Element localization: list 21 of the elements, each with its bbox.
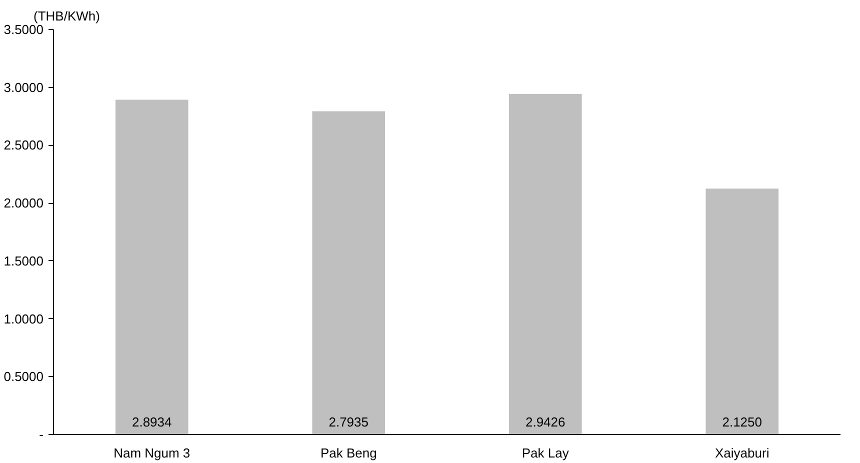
x-tick-label: Pak Beng <box>320 446 377 460</box>
bar <box>706 188 779 434</box>
data-label: 2.9426 <box>525 414 566 430</box>
data-label: 2.1250 <box>722 414 762 430</box>
y-tick-label: 1.0000 <box>4 311 44 326</box>
y-tick-label: 2.0000 <box>4 196 44 211</box>
x-tick-label: Pak Lay <box>522 446 570 460</box>
data-label: 2.8934 <box>132 414 172 430</box>
x-tick-label: Xaiyaburi <box>715 446 770 460</box>
y-tick-label: 3.0000 <box>4 80 44 95</box>
bar <box>312 111 386 434</box>
y-tick-label: 2.5000 <box>4 138 44 153</box>
y-tick-label: 0.5000 <box>4 369 44 384</box>
bar <box>508 94 582 434</box>
y-tick-label: 3.5000 <box>4 22 44 37</box>
bar <box>115 100 188 434</box>
data-label: 2.7935 <box>328 414 369 430</box>
y-tick-label: - <box>39 427 44 442</box>
y-axis-title: (THB/KWh) <box>34 8 100 24</box>
x-tick-label: Nam Ngum 3 <box>114 446 190 460</box>
y-tick-label: 1.5000 <box>4 253 44 268</box>
